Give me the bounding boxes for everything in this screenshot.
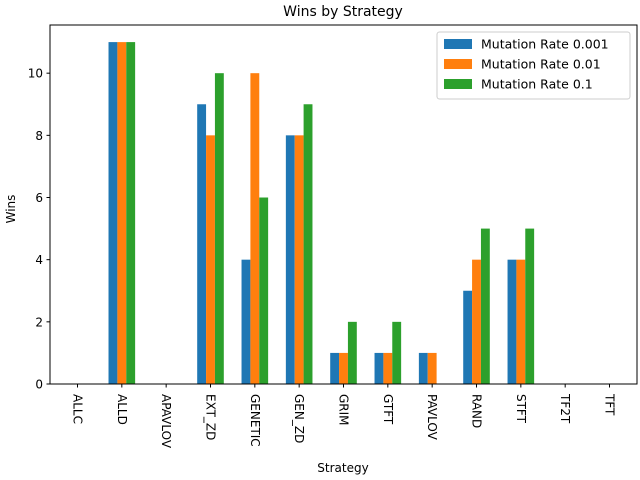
legend-swatch [444,39,472,49]
x-tick-label: TF2T [558,393,572,424]
bar-pavlov-series-2 [427,352,437,384]
y-axis-title: Wins [4,195,18,224]
y-tick-label: 10 [28,67,43,81]
plot-frame [49,24,638,385]
x-tick-label: TFT [603,393,617,416]
bar-grim-series-1 [330,352,340,384]
bar-stft-series-3 [525,228,535,384]
x-tick-label: ALLC [70,394,84,424]
x-tick-label: GRIM [337,394,351,426]
legend-label: Mutation Rate 0.001 [481,37,609,52]
bar-rand-series-2 [472,259,481,384]
bar-genetic-series-2 [250,73,260,385]
legend-swatch [444,59,472,69]
legend-box [436,31,631,100]
bar-pavlov-series-1 [418,352,428,384]
bar-grim-series-3 [347,321,357,384]
y-tick-label: 2 [35,315,43,329]
x-tick-label: GTFT [381,394,395,425]
bar-gtft-series-2 [383,352,393,384]
x-tick-label: PAVLOV [425,394,439,441]
x-tick-label: RAND [470,394,484,428]
bars-group [108,42,535,385]
x-tick-label: GENETIC [248,394,262,447]
legend-swatch [444,79,472,89]
y-tick-label: 8 [35,129,43,143]
x-tick-label: EXT_ZD [203,394,217,440]
bar-grim-series-2 [339,352,348,384]
bar-stft-series-2 [516,259,526,384]
bar-alld-series-1 [108,42,118,384]
bar-gen-zd-series-1 [285,135,295,384]
y-axis: 0 2 4 6 8 10 [28,67,50,392]
y-tick-label: 0 [35,378,43,392]
bar-ext-zd-series-3 [214,73,224,385]
bar-alld-series-2 [117,42,127,384]
x-tick-label: APAVLOV [159,394,173,449]
bar-genetic-series-1 [241,259,251,384]
x-axis: ALLC ALLD APAVLOV EXT_ZD GENETIC GEN_ZD GRIM GT… [70,384,617,449]
legend-label: Mutation Rate 0.1 [481,77,593,92]
y-tick-label: 6 [35,191,43,205]
bar-gen-zd-series-2 [294,135,304,384]
bar-ext-zd-series-1 [197,104,207,384]
legend-label: Mutation Rate 0.01 [481,57,601,72]
x-tick-label: STFT [514,394,528,424]
bar-gtft-series-3 [392,321,402,384]
bar-rand-series-1 [463,290,473,384]
chart-title: Wins by Strategy [283,4,403,20]
y-tick-label: 4 [35,253,43,267]
x-tick-label: GEN_ZD [292,394,306,443]
bar-rand-series-3 [480,228,490,384]
legend: Mutation Rate 0.001 Mutation Rate 0.01 Mut… [436,31,631,100]
bar-stft-series-1 [507,259,517,384]
x-tick-label: ALLD [115,394,129,425]
x-axis-title: Strategy [317,461,368,475]
bar-gen-zd-series-3 [303,104,313,384]
bar-ext-zd-series-2 [206,135,215,384]
bar-genetic-series-3 [259,197,269,384]
bar-gtft-series-1 [374,352,384,384]
bar-alld-series-3 [126,42,136,384]
